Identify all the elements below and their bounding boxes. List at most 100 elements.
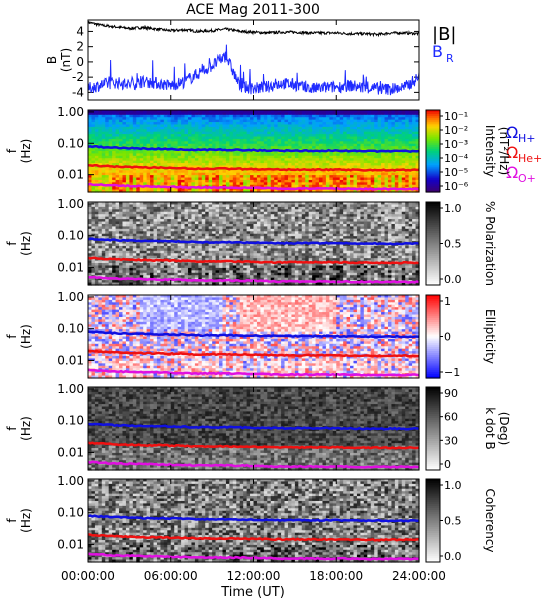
heatmap-cell (119, 189, 124, 193)
heatmap-cell (281, 214, 286, 218)
heatmap-cell (332, 124, 337, 128)
heatmap-cell (405, 146, 410, 150)
heatmap-cell (229, 141, 234, 145)
heatmap-cell (205, 110, 210, 114)
heatmap-cell (239, 236, 244, 240)
heatmap-cell (287, 206, 293, 210)
heatmap-cell (277, 131, 282, 135)
heatmap-cell (136, 131, 141, 135)
heatmap-cell (198, 226, 203, 230)
heatmap-cell (346, 114, 351, 118)
heatmap-cell (287, 114, 293, 118)
heatmap-cell (291, 177, 296, 181)
heatmap-cell (98, 228, 103, 232)
heatmap-cell (291, 228, 296, 232)
heatmap-cell (208, 219, 213, 223)
heatmap-cell (236, 221, 241, 225)
heatmap-cell (301, 165, 306, 169)
heatmap-cell (184, 119, 189, 123)
heatmap-cell (139, 241, 144, 245)
heatmap-cell (136, 114, 141, 118)
heatmap-cell (205, 202, 210, 206)
heatmap-cell (281, 143, 286, 147)
heatmap-cell (250, 233, 255, 237)
heatmap-cell (232, 122, 237, 126)
heatmap-cell (170, 138, 175, 142)
heatmap-cell (146, 179, 151, 183)
heatmap-cell (146, 143, 151, 147)
heatmap-cell (191, 110, 196, 114)
heatmap-cell (298, 129, 303, 133)
heatmap-cell (415, 236, 420, 240)
heatmap-cell (160, 243, 165, 247)
heatmap-cell (122, 175, 127, 179)
heatmap-cell (401, 114, 406, 118)
heatmap-cell (360, 126, 365, 130)
heatmap-cell (291, 134, 296, 138)
heatmap-cell (263, 206, 268, 210)
heatmap-cell (332, 131, 337, 135)
heatmap-cell (136, 151, 141, 155)
heatmap-cell (246, 179, 251, 183)
heatmap-cell (367, 177, 372, 181)
heatmap-cell (325, 179, 330, 183)
heatmap-cell (225, 189, 230, 193)
heatmap-cell (415, 221, 420, 225)
heatmap-cell (277, 189, 282, 193)
heatmap-cell (160, 177, 165, 181)
heatmap-cell (329, 112, 334, 116)
heatmap-cell (384, 117, 389, 121)
heatmap-cell (191, 179, 196, 183)
heatmap-cell (191, 134, 196, 138)
heatmap-cell (177, 209, 182, 213)
legend-omega-he-sub: He+ (518, 152, 542, 165)
heatmap-cell (163, 189, 168, 193)
heatmap-cell (377, 184, 382, 188)
heatmap-cell (312, 143, 317, 147)
heatmap-cell (170, 122, 175, 126)
heatmap-cell (415, 131, 420, 135)
heatmap-cell (229, 160, 234, 164)
heatmap-cell (160, 117, 165, 121)
heatmap-cell (112, 129, 117, 133)
heatmap-cell (394, 151, 399, 155)
heatmap-cell (367, 175, 372, 179)
heatmap-cell (250, 172, 255, 176)
heatmap-cell (370, 151, 375, 155)
heatmap-cell (198, 228, 203, 232)
heatmap-cell (194, 202, 199, 206)
heatmap-cell (370, 160, 375, 164)
heatmap-cell (153, 124, 158, 128)
heatmap-cell (170, 129, 175, 133)
heatmap-cell (256, 146, 261, 150)
heatmap-cell (405, 216, 410, 220)
heatmap-cell (339, 202, 344, 206)
heatmap-cell (322, 216, 327, 220)
heatmap-cell (315, 138, 320, 142)
heatmap-cell (160, 141, 165, 145)
heatmap-cell (260, 141, 265, 145)
heatmap-cell (343, 131, 348, 135)
legend-omega-o-sub: O+ (518, 172, 536, 185)
heatmap-cell (94, 165, 99, 169)
heatmap-cell (153, 221, 158, 225)
heatmap-cell (174, 177, 179, 181)
heatmap-cell (112, 119, 117, 123)
heatmap-cell (98, 117, 103, 121)
heatmap-cell (236, 110, 241, 114)
heatmap-cell (94, 228, 99, 232)
heatmap-cell (336, 112, 341, 116)
heatmap-cell (212, 219, 217, 223)
heatmap-cell (201, 146, 206, 150)
heatmap-cell (156, 231, 162, 235)
heatmap-cell (277, 165, 282, 169)
heatmap-cell (394, 182, 399, 186)
heatmap-cell (125, 216, 130, 220)
heatmap-cell (250, 231, 255, 235)
heatmap-cell (405, 160, 410, 164)
heatmap-cell (346, 163, 351, 167)
heatmap-cell (232, 233, 237, 237)
heatmap-cell (229, 228, 234, 232)
heatmap-cell (222, 179, 227, 183)
heatmap-cell (215, 124, 220, 128)
